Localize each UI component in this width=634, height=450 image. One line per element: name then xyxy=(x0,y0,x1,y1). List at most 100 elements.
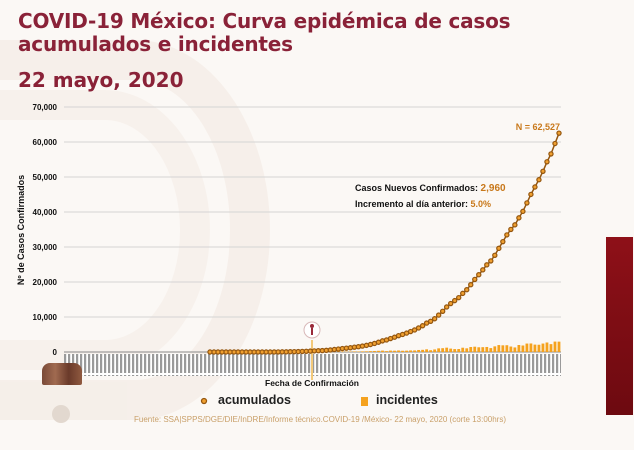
incidentes-bar xyxy=(369,351,372,352)
x-axis-label: Fecha de Confirmación xyxy=(265,378,359,388)
acumulados-marker xyxy=(488,258,494,264)
incidentes-bar xyxy=(461,347,465,352)
incidentes-bar xyxy=(361,351,364,352)
total-annotation: N = 62,527 xyxy=(516,122,560,132)
y-tick-label: 20,000 xyxy=(33,278,58,287)
incidentes-bar xyxy=(497,345,501,352)
legend-incidentes-label: incidentes xyxy=(376,393,438,407)
acumulados-marker xyxy=(411,327,418,333)
acumulados-marker xyxy=(552,140,558,147)
acumulados-marker xyxy=(431,316,438,322)
y-tick-label: 10,000 xyxy=(33,313,58,322)
incidentes-bar xyxy=(437,348,441,352)
incidentes-bar xyxy=(453,349,457,352)
incidentes-bar xyxy=(433,349,437,352)
incidentes-bar xyxy=(469,347,473,352)
acumulados-marker xyxy=(415,325,422,331)
incidentes-bar xyxy=(533,344,537,352)
incidentes-bar xyxy=(413,350,416,352)
acumulados-marker xyxy=(536,177,542,183)
acumulados-marker xyxy=(512,222,518,228)
incidentes-bar xyxy=(401,350,404,352)
incidentes-bar xyxy=(441,348,445,352)
acumulados-line xyxy=(210,132,560,353)
y-tick-label: 30,000 xyxy=(33,243,58,252)
acumulados-marker xyxy=(419,323,426,329)
new-cases-annotation: Casos Nuevos Confirmados: 2,960 xyxy=(355,183,506,194)
incidentes-bar xyxy=(425,349,429,352)
acumulados-marker xyxy=(492,252,498,258)
incidentes-bar xyxy=(541,343,545,352)
y-tick-label: 70,000 xyxy=(33,103,58,112)
incidentes-bar xyxy=(409,350,412,352)
acumulados-marker xyxy=(504,232,510,238)
y-axis-label: Nº de Casos Confirmados xyxy=(16,175,26,285)
incidentes-bar xyxy=(473,346,477,352)
incidentes-bar xyxy=(549,344,553,352)
acumulados-marker xyxy=(556,130,562,136)
acumulados-marker xyxy=(447,300,454,307)
acumulados-marker xyxy=(452,297,458,304)
incidentes-bar xyxy=(385,351,388,352)
incidentes-bar xyxy=(373,350,376,352)
y-tick-label: 50,000 xyxy=(33,173,58,182)
y-tick-label: 0 xyxy=(53,348,58,357)
acumulados-marker xyxy=(464,287,470,293)
source-note: Fuente: SSA|SPPS/DGE/DIE/InDRE/Informe t… xyxy=(133,415,506,424)
incidentes-bar xyxy=(429,350,433,352)
acumulados-marker xyxy=(528,191,534,198)
incidentes-bar xyxy=(393,350,396,352)
logo-image xyxy=(42,363,82,385)
incidentes-bar xyxy=(340,351,344,352)
acumulados-marker xyxy=(520,208,526,215)
acumulados-marker xyxy=(472,276,478,283)
side-accent-bar xyxy=(606,237,633,415)
government-seal xyxy=(52,405,70,423)
incidentes-bar xyxy=(489,348,493,352)
acumulados-marker xyxy=(496,245,502,252)
incidentes-bar xyxy=(449,348,453,352)
incidentes-bar xyxy=(557,341,561,352)
incidentes-bar xyxy=(353,351,356,352)
incidentes-bar xyxy=(517,345,521,352)
incidentes-bar xyxy=(505,345,509,352)
acumulados-marker xyxy=(544,159,550,165)
incidentes-bar xyxy=(529,343,533,352)
incidentes-bar xyxy=(525,343,529,352)
incidentes-bar xyxy=(421,349,425,352)
incidentes-bar xyxy=(485,346,489,352)
incidentes-bar xyxy=(493,346,497,352)
increase-annotation: Incremento al día anterior: 5.0% xyxy=(355,199,491,209)
incidentes-bar xyxy=(389,350,392,352)
incidentes-bar xyxy=(405,350,408,352)
incidentes-bar xyxy=(365,351,368,352)
acumulados-marker xyxy=(460,290,466,297)
incidentes-bar xyxy=(417,349,420,352)
incidentes-bar xyxy=(481,347,485,352)
incidentes-bar xyxy=(377,350,380,352)
legend-incidentes-swatch xyxy=(361,397,368,406)
acumulados-marker xyxy=(548,151,554,157)
incidentes-bar xyxy=(509,346,513,352)
y-tick-label: 60,000 xyxy=(33,138,58,147)
acumulados-marker xyxy=(508,226,514,233)
acumulados-marker xyxy=(480,267,486,273)
incidentes-bar xyxy=(501,345,505,352)
legend-acumulados-label: acumulados xyxy=(218,393,291,407)
phase-marker-icon xyxy=(303,321,321,380)
incidentes-bar xyxy=(397,350,400,352)
acumulados-marker xyxy=(456,294,462,301)
acumulados-marker xyxy=(516,215,522,221)
acumulados-marker xyxy=(532,184,538,190)
page-date: 22 mayo, 2020 xyxy=(18,68,184,92)
incidentes-bar xyxy=(465,348,469,352)
incidentes-bar xyxy=(521,345,525,352)
acumulados-marker xyxy=(468,282,474,288)
acumulados-marker xyxy=(443,304,450,310)
legend-acumulados-marker xyxy=(200,397,208,405)
y-tick-label: 40,000 xyxy=(33,208,58,217)
acumulados-marker xyxy=(435,312,442,318)
acumulados-marker xyxy=(439,308,446,314)
acumulados-marker xyxy=(476,271,482,278)
